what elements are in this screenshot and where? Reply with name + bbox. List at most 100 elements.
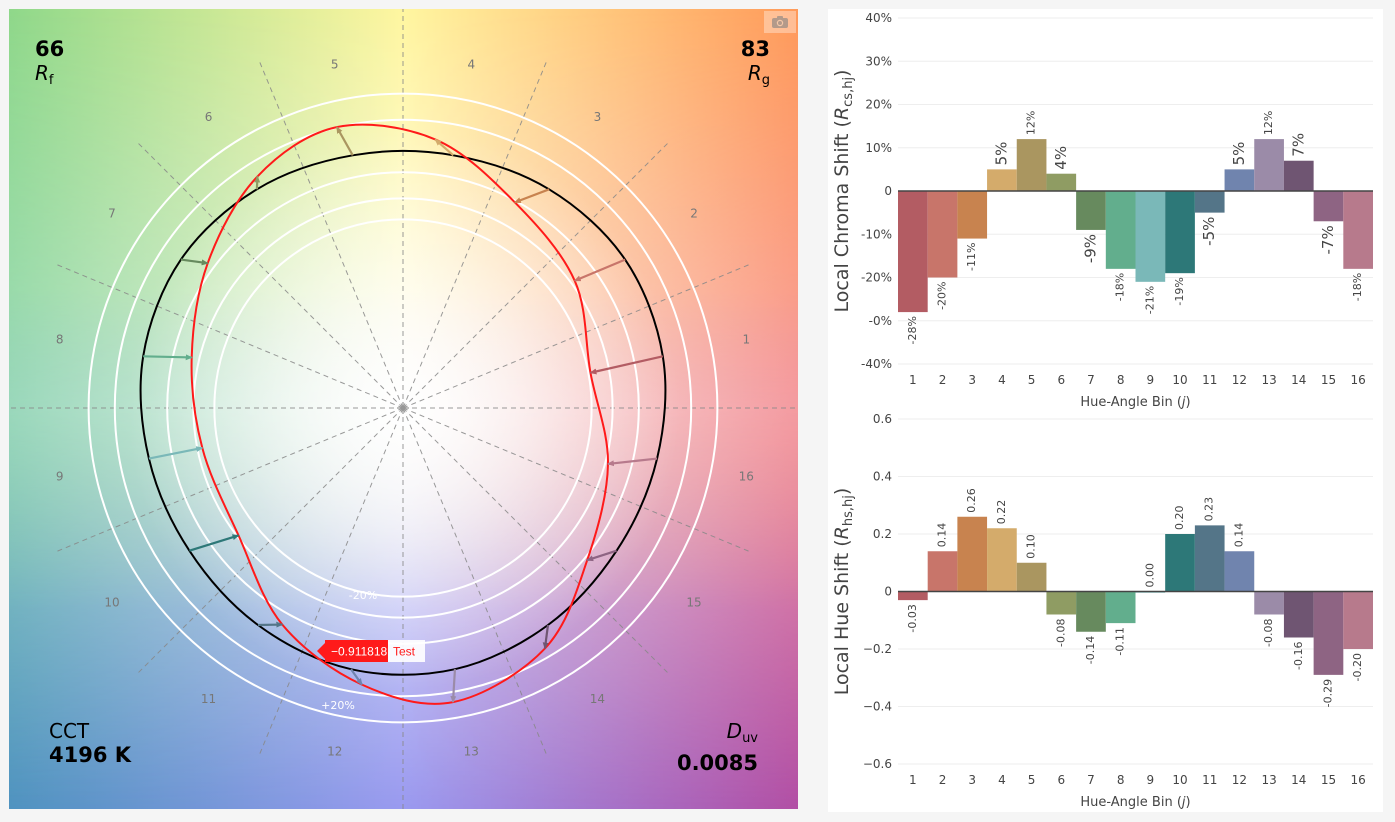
rf-metric: 66 Rf [35, 37, 64, 93]
bar[interactable] [1076, 191, 1106, 230]
x-tick-label: 10 [1172, 773, 1187, 787]
x-tick-label: 3 [968, 373, 976, 387]
x-axis-title: Hue-Angle Bin (j) [1080, 795, 1190, 810]
bin-label: 3 [594, 110, 602, 124]
x-tick-label: 6 [1057, 373, 1065, 387]
bin-label: 12 [327, 744, 342, 758]
tooltip-value: −0.911818 [331, 645, 387, 659]
bar-data-label: -0.14 [1084, 636, 1097, 664]
bar[interactable] [987, 169, 1017, 191]
bar[interactable] [1283, 160, 1314, 191]
x-tick-label: 14 [1291, 373, 1306, 387]
y-tick-label: 0 [884, 585, 892, 599]
y-tick-label: 20% [865, 98, 892, 112]
x-tick-label: 12 [1232, 773, 1247, 787]
bar[interactable] [927, 551, 958, 592]
bar-data-label: -28% [906, 316, 919, 344]
bar[interactable] [1194, 191, 1225, 213]
bar[interactable] [1046, 173, 1077, 191]
bar[interactable] [1165, 534, 1195, 592]
bar[interactable] [1046, 591, 1077, 615]
bar[interactable] [1016, 562, 1047, 592]
x-tick-label: 1 [909, 773, 917, 787]
bar[interactable] [927, 191, 958, 278]
rf-value: 66 [35, 37, 65, 61]
bar[interactable] [1254, 591, 1284, 615]
bar-data-label: 0.23 [1203, 497, 1216, 522]
hover-tooltip: −0.911818 Test [317, 640, 425, 662]
y-tick-label: 0.6 [873, 412, 892, 426]
bar[interactable] [957, 516, 988, 592]
bar[interactable] [1224, 169, 1255, 191]
shift-arrow [143, 354, 193, 361]
bar[interactable] [1313, 191, 1344, 222]
bar-charts-svg: -40% -0% -20% -10% 0 10% 20% 30% 40% -28% 1 -20% 2 -1… [831, 11, 1373, 810]
bar[interactable] [1283, 591, 1314, 638]
bar-data-label: -0.29 [1321, 679, 1334, 707]
shift-arrow [450, 669, 457, 704]
shift-arrow [254, 175, 261, 190]
x-tick-label: 5 [1028, 773, 1036, 787]
bar-data-label: -21% [1143, 286, 1156, 314]
local-shift-charts: -40% -0% -20% -10% 0 10% 20% 30% 40% -28% 1 -20% 2 -1… [828, 9, 1383, 812]
bin-label: 16 [739, 469, 754, 483]
bar-data-label: 0.20 [1173, 506, 1186, 531]
bar[interactable] [1313, 591, 1344, 675]
x-tick-label: 6 [1057, 773, 1065, 787]
y-tick-label: -20% [861, 271, 892, 285]
y-tick-label: 10% [865, 141, 892, 155]
bin-label: 2 [690, 207, 698, 221]
bar-data-label: -0.03 [906, 604, 919, 632]
bar[interactable] [898, 191, 928, 313]
bar-data-label: -7% [1319, 225, 1337, 254]
bar-data-label: 7% [1289, 133, 1307, 157]
y-tick-label: 30% [865, 54, 892, 68]
bar[interactable] [1194, 525, 1225, 592]
x-tick-label: 16 [1351, 373, 1366, 387]
x-tick-label: 7 [1087, 373, 1095, 387]
shift-arrow [606, 457, 658, 467]
bar[interactable] [1343, 591, 1373, 650]
bar-data-label: -11% [965, 243, 978, 271]
y-tick-label: −0.4 [863, 700, 892, 714]
bar-data-label: -0.20 [1351, 653, 1364, 681]
tooltip-series-name: Test [393, 645, 416, 659]
shift-arrow [542, 624, 550, 650]
camera-icon [772, 16, 788, 28]
x-tick-label: 15 [1321, 773, 1336, 787]
x-tick-label: 14 [1291, 773, 1306, 787]
download-image-button[interactable] [764, 11, 796, 33]
x-tick-label: 4 [998, 773, 1006, 787]
bar[interactable] [1343, 191, 1373, 269]
bar[interactable] [1165, 191, 1195, 274]
x-tick-label: 12 [1232, 373, 1247, 387]
x-tick-label: 11 [1202, 373, 1217, 387]
bar[interactable] [1224, 551, 1255, 592]
bar[interactable] [1105, 191, 1136, 269]
bar[interactable] [1135, 191, 1166, 282]
bar[interactable] [1254, 139, 1284, 191]
x-tick-label: 2 [939, 773, 947, 787]
chroma-shift-chart: -40% -0% -20% -10% 0 10% 20% 30% 40% -28% 1 -20% 2 -1… [831, 11, 1373, 410]
bar[interactable] [898, 591, 928, 601]
bar-data-label: -19% [1173, 277, 1186, 305]
bin-label: 11 [201, 692, 216, 706]
bin-label: 6 [205, 110, 213, 124]
bar[interactable] [957, 191, 988, 239]
x-tick-label: 16 [1351, 773, 1366, 787]
x-tick-label: 1 [909, 373, 917, 387]
bar[interactable] [987, 528, 1017, 592]
bin-label: 4 [467, 58, 475, 72]
tooltip-series-box [388, 640, 425, 662]
shift-arrow [513, 188, 550, 204]
bar-data-label: -0.16 [1292, 642, 1305, 670]
x-tick-label: 9 [1147, 773, 1155, 787]
bar[interactable] [1076, 591, 1106, 632]
bar[interactable] [1016, 139, 1047, 191]
bar[interactable] [1105, 591, 1136, 624]
y-tick-label: 0.4 [873, 470, 892, 484]
x-tick-label: 10 [1172, 373, 1187, 387]
x-tick-label: 9 [1147, 373, 1155, 387]
bar-data-label: 0.14 [936, 523, 949, 548]
